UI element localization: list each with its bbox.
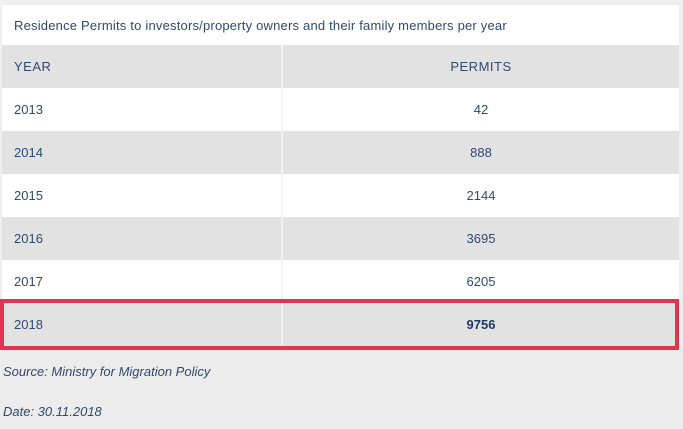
table-header-row: YEAR PERMITS (2, 45, 679, 88)
date-note: Date: 30.11.2018 (3, 404, 102, 419)
table-row: 2016 3695 (2, 217, 679, 260)
table-title: Residence Permits to investors/property … (14, 17, 507, 33)
permits-table: YEAR PERMITS 2013 42 2014 888 2015 2144 … (2, 45, 679, 346)
permits-cell: 888 (470, 145, 492, 160)
year-cell: 2013 (2, 88, 283, 131)
permits-column-header: PERMITS (450, 59, 512, 74)
source-note: Source: Ministry for Migration Policy (3, 364, 211, 379)
year-cell: 2014 (2, 131, 283, 174)
permits-cell: 3695 (466, 231, 496, 246)
permits-cell: 9756 (466, 317, 496, 332)
year-cell: 2015 (2, 174, 283, 217)
year-cell: 2016 (2, 217, 283, 260)
year-column-header: YEAR (2, 45, 283, 88)
table-row: 2014 888 (2, 131, 679, 174)
table-row: 2013 42 (2, 88, 679, 131)
year-cell: 2018 (2, 303, 283, 346)
year-cell: 2017 (2, 260, 283, 303)
permits-cell: 42 (473, 102, 489, 117)
table-row: 2015 2144 (2, 174, 679, 217)
permits-cell: 6205 (466, 274, 496, 289)
table-row-highlighted: 2018 9756 (2, 303, 679, 346)
table-row: 2017 6205 (2, 260, 679, 303)
permits-cell: 2144 (466, 188, 496, 203)
table-footer: Source: Ministry for Migration Policy Da… (0, 346, 683, 429)
title-band: Residence Permits to investors/property … (2, 5, 679, 45)
